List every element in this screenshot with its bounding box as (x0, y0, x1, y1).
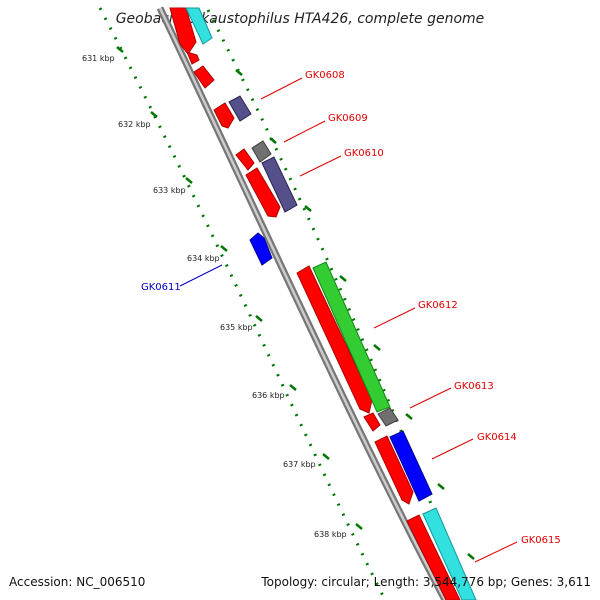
map-title: Geobacillus kaustophilus HTA426, complet… (116, 11, 485, 27)
gene-label-gk0612[interactable]: GK0612 (418, 300, 458, 311)
gene-label-gk0611[interactable]: GK0611 (141, 282, 181, 293)
gene-arrow[interactable] (169, 7, 197, 55)
tick-mark-636 (289, 384, 297, 391)
gene-arrow-gk0610[interactable] (245, 167, 281, 218)
tick-mark-631 (116, 46, 124, 53)
gene-arrow-gk0611[interactable] (249, 232, 273, 266)
leader-gk0611 (179, 264, 223, 287)
gene-arrow[interactable] (389, 430, 433, 502)
gene-arrow-gk0613[interactable] (377, 407, 399, 427)
gene-label-gk0614[interactable]: GK0614 (477, 432, 517, 443)
gene-label-gk0613[interactable]: GK0613 (454, 381, 494, 392)
tick-label-636: 636 kbp (252, 391, 285, 400)
gene-arrow[interactable] (363, 412, 381, 432)
gene-arrow-gk0614[interactable] (374, 435, 414, 505)
leader-gk0610 (299, 155, 342, 177)
gene-labels: GK0608 GK0609 GK0610 GK0611 GK0612 GK061… (141, 70, 561, 546)
genome-summary-text: Topology: circular; Length: 3,544,776 bp… (260, 575, 591, 589)
gene-arrow[interactable] (235, 148, 255, 171)
tick-mark-637 (322, 453, 330, 460)
gene-label-gk0615[interactable]: GK0615 (521, 535, 561, 546)
outer-tick-marks (235, 69, 475, 560)
genome-backbone-highlight (158, 7, 447, 600)
tick-mark-638 (355, 523, 363, 530)
leader-gk0615 (474, 541, 518, 563)
tick-mark-634 (220, 245, 228, 252)
tick-label-635: 635 kbp (220, 323, 253, 332)
leader-gk0608 (260, 77, 303, 100)
leader-gk0614 (431, 438, 474, 460)
gene-arrow-gk0609[interactable] (228, 95, 252, 122)
gene-arrow-gk0608[interactable] (213, 102, 235, 129)
gene-arrow[interactable] (186, 51, 200, 65)
kbp-tick-labels: 631 kbp 632 kbp 633 kbp 634 kbp 635 kbp … (82, 54, 347, 539)
tick-label-632: 632 kbp (118, 120, 151, 129)
tick-mark-635 (255, 315, 263, 322)
gene-arrow[interactable] (422, 507, 477, 600)
tick-label-638: 638 kbp (314, 530, 347, 539)
gene-label-gk0610[interactable]: GK0610 (344, 148, 384, 159)
tick-mark-632 (150, 111, 158, 118)
outer-strand-genes (185, 7, 477, 600)
gene-arrow[interactable] (251, 140, 272, 163)
gene-arrow[interactable] (193, 65, 215, 89)
label-leader-lines (179, 77, 518, 563)
tick-label-637: 637 kbp (283, 460, 316, 469)
tick-mark-633 (185, 177, 193, 184)
gene-label-gk0609[interactable]: GK0609 (328, 113, 368, 124)
gene-arrow[interactable] (185, 7, 213, 45)
kbp-tick-marks (116, 46, 363, 530)
accession-text: Accession: NC_006510 (9, 575, 145, 589)
leader-gk0609 (283, 120, 326, 143)
gene-arrow[interactable] (261, 156, 298, 213)
tick-label-631: 631 kbp (82, 54, 115, 63)
inner-strand-genes (169, 7, 461, 600)
tick-label-633: 633 kbp (153, 186, 186, 195)
gene-arrow-gk0615[interactable] (406, 514, 461, 600)
leader-gk0612 (373, 307, 416, 329)
leader-gk0613 (409, 387, 452, 409)
tick-label-634: 634 kbp (187, 254, 220, 263)
gene-arrow-gk0612[interactable] (296, 265, 373, 414)
gene-arrow[interactable] (312, 261, 391, 413)
gene-label-gk0608[interactable]: GK0608 (305, 70, 345, 81)
